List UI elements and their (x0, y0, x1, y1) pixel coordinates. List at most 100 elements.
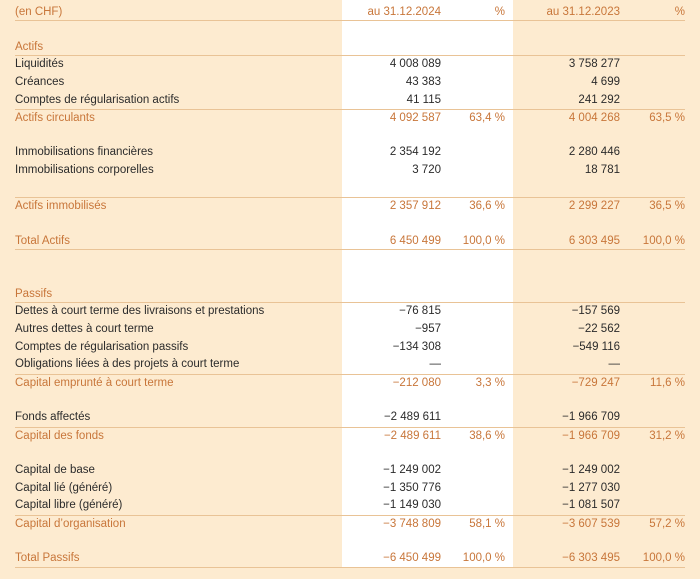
percent-2023: 100,0 % (642, 552, 685, 565)
spacer-row (15, 21, 685, 39)
value-2023: −1 966 709 (562, 429, 620, 442)
value-2023: −1 277 030 (562, 481, 620, 494)
value-2023: −3 607 539 (562, 517, 620, 530)
spacer-row (15, 533, 685, 551)
value-2024: 2 357 912 (389, 200, 441, 213)
percent-2024: 36,6 % (469, 200, 505, 213)
unit-label: (en CHF) (15, 6, 63, 18)
item-row: Capital libre (généré) −1 149 030 −1 081 5… (15, 497, 685, 515)
percent-2023: 63,5 % (649, 112, 685, 125)
row-label: Créances (15, 75, 65, 88)
value-2023: −22 562 (578, 322, 620, 335)
item-row: Capital lié (généré) −1 350 776 −1 277 030 (15, 480, 685, 498)
row-label: Total Passifs (15, 552, 80, 565)
value-2024: −2 489 611 (383, 429, 441, 442)
percent-2023: 31,2 % (649, 429, 685, 442)
value-2024: −212 080 (392, 376, 441, 389)
value-2024: 4 092 587 (389, 112, 441, 125)
value-2023: −1 081 507 (562, 499, 620, 512)
heading-row: Passifs (15, 286, 685, 304)
row-label: Capital lié (généré) (15, 481, 113, 494)
item-row: Liquidités 4 008 089 3 758 277 (15, 56, 685, 74)
item-row: Créances 43 383 4 699 (15, 74, 685, 92)
percent-2023: 11,6 % (650, 376, 685, 389)
row-label: Actifs (15, 40, 44, 53)
table-header: (en CHF) au 31.12.2024 % au 31.12.2023 % (15, 0, 685, 21)
percent-2024: 3,3 % (475, 376, 505, 389)
value-2023: −157 569 (571, 305, 620, 318)
value-2023: 3 758 277 (568, 58, 620, 71)
value-2024: −3 748 809 (383, 517, 441, 530)
value-2024: −2 489 611 (383, 411, 441, 424)
percent-2023: 57,2 % (649, 517, 685, 530)
value-2023: −729 247 (571, 376, 620, 389)
value-2023: −1 966 709 (562, 411, 620, 424)
value-2024: 41 115 (406, 93, 441, 106)
row-label: Obligations liées à des projets à court … (15, 358, 240, 371)
value-2024: 3 720 (412, 164, 441, 177)
value-2024: −6 450 499 (383, 552, 441, 565)
value-2024: −76 815 (399, 305, 441, 318)
current-year-column-highlight (342, 0, 513, 568)
spacer-row (15, 250, 685, 268)
value-2023: −1 249 002 (562, 464, 620, 477)
total-row: Total Passifs −6 450 499 100,0 % −6 303 495… (15, 550, 685, 568)
row-label: Passifs (15, 287, 53, 300)
row-label: Capital de base (15, 464, 95, 477)
row-label: Comptes de régularisation passifs (15, 340, 189, 353)
percent-2024: 58,1 % (469, 517, 505, 530)
value-2023: −549 116 (572, 340, 620, 353)
item-row: Comptes de régularisation passifs −134 30… (15, 339, 685, 357)
row-label: Capital d’organisation (15, 517, 126, 530)
value-2023: 4 004 268 (568, 112, 620, 125)
row-label: Fonds affectés (15, 411, 91, 424)
value-2024: 6 450 499 (389, 234, 441, 247)
balance-sheet-table: (en CHF) au 31.12.2024 % au 31.12.2023 %… (15, 0, 685, 568)
subtotal-row: Actifs immobilisés 2 357 912 36,6 % 2 299 2… (15, 197, 685, 215)
spacer-row (15, 444, 685, 462)
row-label: Immobilisations financières (15, 146, 154, 159)
row-label: Capital emprunté à court terme (15, 376, 174, 389)
value-2024: −134 308 (392, 340, 441, 353)
row-label: Comptes de régularisation actifs (15, 93, 180, 106)
column-header-pct-2024: % (494, 6, 505, 18)
subtotal-row: Actifs circulants 4 092 587 63,4 % 4 004 26… (15, 109, 685, 127)
value-2024: — (429, 358, 442, 371)
value-2023: −6 303 495 (562, 552, 620, 565)
value-2024: −1 249 002 (383, 464, 441, 477)
spacer-row (15, 127, 685, 145)
row-label: Dettes à court terme des livraisons et p… (15, 305, 265, 318)
column-header-pct-2023: % (674, 6, 685, 18)
percent-2023: 36,5 % (649, 200, 685, 213)
value-2023: 18 781 (584, 164, 620, 177)
value-2024: −1 350 776 (383, 481, 441, 494)
percent-2024: 63,4 % (469, 112, 505, 125)
row-label: Actifs circulants (15, 112, 95, 125)
row-label: Immobilisations corporelles (15, 164, 154, 177)
value-2023: 2 280 446 (568, 146, 620, 159)
total-row: Total Actifs 6 450 499 100,0 % 6 303 495 100… (15, 233, 685, 251)
subtotal-row: Capital emprunté à court terme −212 080 3,… (15, 373, 685, 392)
column-header-2023: au 31.12.2023 (546, 6, 620, 18)
row-label: Autres dettes à court terme (15, 322, 154, 335)
value-2023: 6 303 495 (568, 234, 620, 247)
row-label: Actifs immobilisés (15, 200, 107, 213)
subtotal-row: Capital des fonds −2 489 611 38,6 % −1 966 … (15, 426, 685, 445)
value-2024: 43 383 (405, 75, 441, 88)
spacer-row (15, 391, 685, 409)
subtotal-row: Capital d’organisation −3 748 809 58,1 % −3… (15, 514, 685, 533)
value-2024: 2 354 192 (389, 146, 441, 159)
row-label: Total Actifs (15, 234, 70, 247)
item-row: Fonds affectés −2 489 611 −1 966 709 (15, 409, 685, 427)
value-2024: −957 (415, 322, 441, 335)
item-row: Immobilisations financières 2 354 192 2 28… (15, 144, 685, 162)
spacer-row (15, 268, 685, 286)
column-header-2024: au 31.12.2024 (367, 6, 441, 18)
row-label: Capital libre (généré) (15, 499, 123, 512)
value-2023: 241 292 (578, 93, 620, 106)
percent-2024: 38,6 % (469, 429, 505, 442)
value-2024: −1 149 030 (383, 499, 441, 512)
item-row: Obligations liées à des projets à court … (15, 356, 685, 374)
item-row: Autres dettes à court terme −957 −22 562 (15, 321, 685, 339)
value-2024: 4 008 089 (389, 58, 441, 71)
